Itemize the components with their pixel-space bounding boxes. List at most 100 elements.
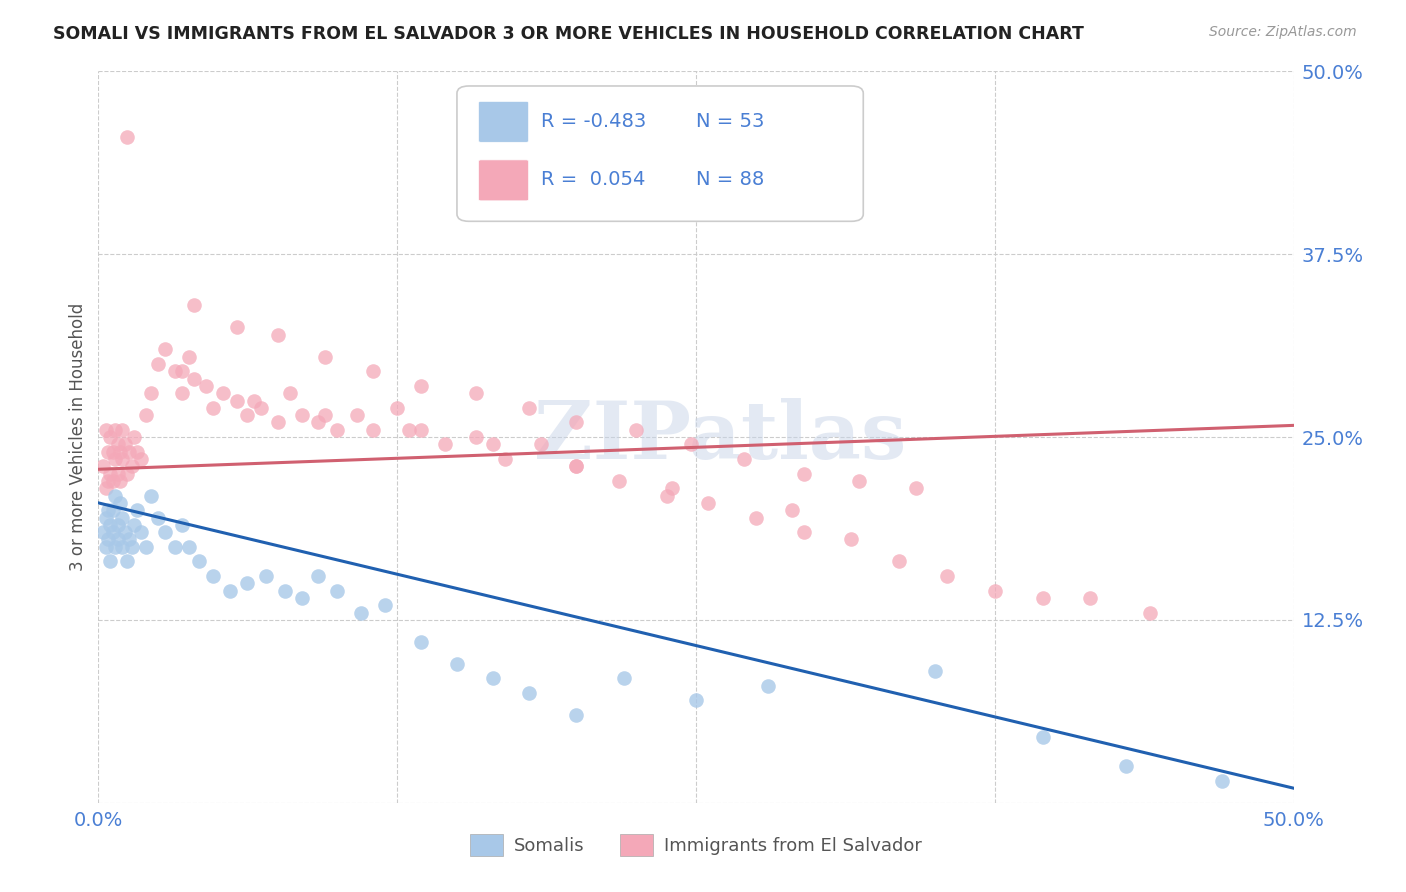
Point xyxy=(565,708,588,723)
Point xyxy=(98,554,122,568)
Legend: Somalis, Immigrants from El Salvador: Somalis, Immigrants from El Salvador xyxy=(463,827,929,863)
Point xyxy=(1032,730,1054,744)
Point xyxy=(155,343,177,357)
Point xyxy=(889,554,911,568)
Point xyxy=(172,386,194,401)
Point xyxy=(291,591,314,605)
Point xyxy=(131,525,153,540)
Point xyxy=(517,401,540,415)
Point xyxy=(411,379,433,393)
Point xyxy=(374,599,396,613)
Point xyxy=(363,423,385,437)
Point xyxy=(235,408,257,422)
Point xyxy=(465,430,488,444)
Point xyxy=(97,533,120,547)
Point xyxy=(97,474,120,488)
Point xyxy=(115,554,138,568)
Point xyxy=(250,401,273,415)
Point xyxy=(108,496,131,510)
Point xyxy=(107,517,129,532)
Point xyxy=(135,540,157,554)
Point xyxy=(434,437,457,451)
Point xyxy=(135,408,157,422)
Point xyxy=(131,452,153,467)
Point xyxy=(681,437,703,451)
Point xyxy=(114,525,136,540)
Point xyxy=(565,459,588,474)
Point xyxy=(565,459,588,474)
Point xyxy=(411,423,433,437)
Point xyxy=(517,686,540,700)
Text: ZIPatlas: ZIPatlas xyxy=(534,398,905,476)
Point xyxy=(307,416,329,430)
Point xyxy=(139,489,162,503)
Point xyxy=(139,386,162,401)
Point xyxy=(115,130,138,145)
Point xyxy=(481,437,505,451)
Point xyxy=(121,459,143,474)
Point xyxy=(124,517,146,532)
Point xyxy=(1139,606,1161,620)
Point xyxy=(115,467,138,481)
Point xyxy=(326,583,349,598)
Point xyxy=(350,606,373,620)
Point xyxy=(104,489,127,503)
Point xyxy=(226,393,249,408)
Point xyxy=(274,583,297,598)
Point xyxy=(793,525,815,540)
Point xyxy=(107,533,129,547)
Point xyxy=(315,350,337,364)
Point xyxy=(398,423,420,437)
Point xyxy=(226,320,249,334)
Point xyxy=(195,379,218,393)
Point xyxy=(530,437,553,451)
Point xyxy=(98,430,122,444)
Point xyxy=(101,525,124,540)
Point xyxy=(346,408,368,422)
Point xyxy=(97,503,120,517)
FancyBboxPatch shape xyxy=(478,160,529,201)
Point xyxy=(125,503,148,517)
Point xyxy=(984,583,1007,598)
Point xyxy=(118,533,141,547)
Point xyxy=(267,416,290,430)
Point xyxy=(97,444,120,458)
Point xyxy=(1211,773,1233,788)
Point xyxy=(121,540,143,554)
Point xyxy=(94,540,117,554)
Point xyxy=(124,430,146,444)
Point xyxy=(104,452,127,467)
Text: SOMALI VS IMMIGRANTS FROM EL SALVADOR 3 OR MORE VEHICLES IN HOUSEHOLD CORRELATIO: SOMALI VS IMMIGRANTS FROM EL SALVADOR 3 … xyxy=(53,25,1084,43)
FancyBboxPatch shape xyxy=(457,86,863,221)
Point xyxy=(179,350,201,364)
Text: R =  0.054: R = 0.054 xyxy=(541,170,645,189)
Point xyxy=(104,540,127,554)
Point xyxy=(163,364,186,378)
Point xyxy=(91,525,114,540)
Point xyxy=(326,423,349,437)
Point xyxy=(924,664,946,678)
Point xyxy=(841,533,863,547)
Point xyxy=(613,672,636,686)
Point xyxy=(267,327,290,342)
Point xyxy=(107,467,129,481)
Point xyxy=(179,540,201,554)
Point xyxy=(657,489,679,503)
Point xyxy=(1115,759,1137,773)
Point xyxy=(278,386,301,401)
Text: N = 88: N = 88 xyxy=(696,170,765,189)
Y-axis label: 3 or more Vehicles in Household: 3 or more Vehicles in Household xyxy=(69,303,87,571)
Point xyxy=(733,452,755,467)
Point xyxy=(163,540,186,554)
Point xyxy=(101,474,124,488)
Point xyxy=(148,510,170,524)
Point xyxy=(155,525,177,540)
Point xyxy=(91,459,114,474)
Point xyxy=(148,357,170,371)
FancyBboxPatch shape xyxy=(478,102,529,143)
Point xyxy=(108,474,131,488)
Point xyxy=(101,503,124,517)
Point xyxy=(211,386,233,401)
Point xyxy=(94,423,117,437)
Point xyxy=(111,510,134,524)
